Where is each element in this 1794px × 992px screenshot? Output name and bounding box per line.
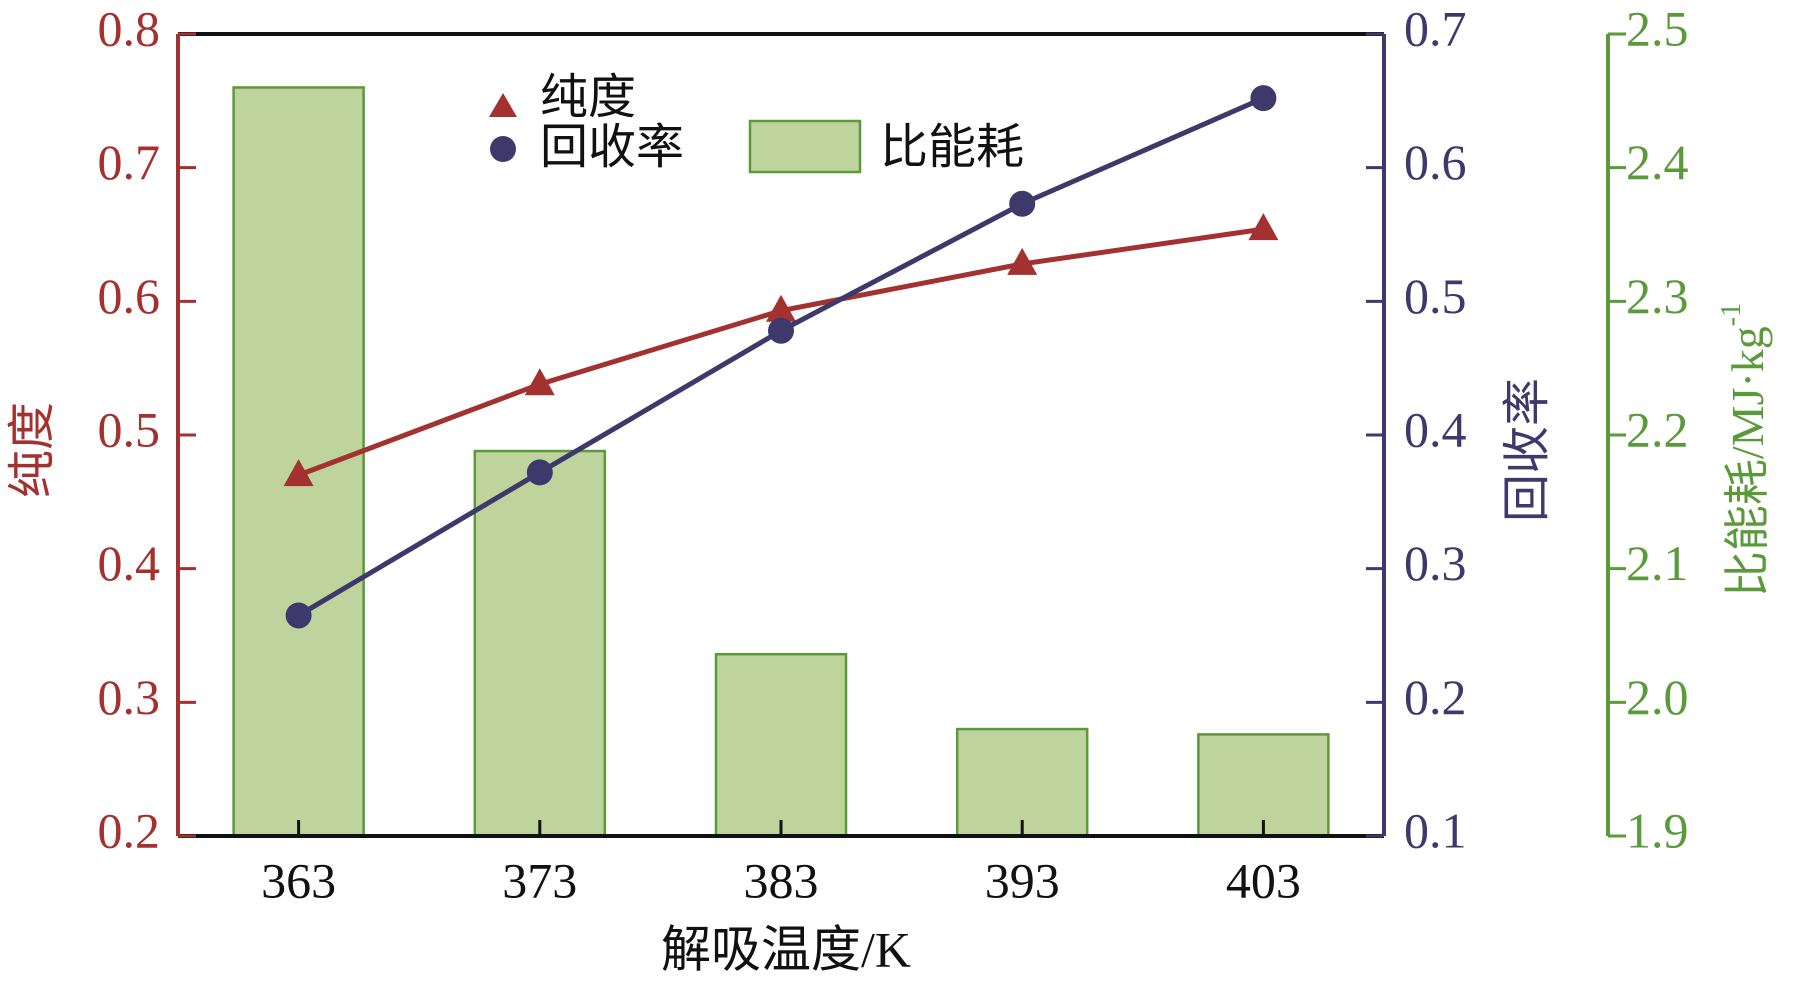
right1-tick-label-0.3: 0.3 — [1404, 535, 1467, 591]
left-tick-label-0.5: 0.5 — [98, 401, 161, 457]
right1-tick-label-0.4: 0.4 — [1404, 401, 1467, 457]
left-tick-label-0.7: 0.7 — [98, 134, 161, 190]
left-tick-label-0.4: 0.4 — [98, 535, 161, 591]
recovery-point-363 — [285, 602, 312, 629]
left-axis-title: 纯度 — [6, 402, 59, 498]
right2-tick-label-2.5: 2.5 — [1626, 0, 1689, 56]
x-axis-title: 解吸温度/K — [661, 921, 911, 977]
recovery-point-373 — [526, 459, 553, 486]
legend: 纯度 回收率 比能耗 — [489, 71, 1024, 174]
recovery-point-403 — [1250, 85, 1277, 112]
legend-recovery-label: 回收率 — [540, 121, 684, 174]
purity-point-363 — [283, 459, 314, 487]
recovery-point-393 — [1009, 190, 1036, 217]
legend-energy-label: 比能耗 — [880, 121, 1024, 174]
x-tick-label-403: 403 — [1226, 852, 1301, 908]
right2-tick-label-2.4: 2.4 — [1626, 134, 1689, 190]
axes-layer: 363 373 383 393 403 0.2 0.3 0.4 0.5 0.6 0.7 0.8 0.1 0… — [98, 0, 1689, 908]
left-tick-label-0.8: 0.8 — [98, 0, 161, 56]
right2-tick-label-2.1: 2.1 — [1626, 535, 1689, 591]
x-tick-label-383: 383 — [744, 852, 819, 908]
x-tick-label-373: 373 — [502, 852, 577, 908]
bars-layer — [232, 86, 1330, 838]
energy-bar-403 — [1197, 733, 1330, 838]
recovery-point-383 — [768, 317, 794, 344]
energy-bar-393 — [955, 727, 1089, 838]
right1-tick-label-0.6: 0.6 — [1404, 134, 1467, 190]
right1-axis-title: 回收率 — [1501, 378, 1554, 522]
purity-point-383 — [766, 294, 796, 322]
right2-axis-title-sup: -1 — [1716, 303, 1747, 326]
right2-tick-label-2.2: 2.2 — [1626, 401, 1689, 457]
purity-point-373 — [524, 368, 555, 396]
right1-tick-label-0.7: 0.7 — [1404, 0, 1467, 56]
right1-tick-label-0.5: 0.5 — [1404, 268, 1467, 324]
right2-tick-label-2.0: 2.0 — [1626, 669, 1689, 725]
purity-point-403 — [1248, 213, 1279, 241]
right2-axis-title: 比能耗/MJ·kg-1 — [1716, 303, 1772, 597]
right2-tick-label-1.9: 1.9 — [1626, 802, 1689, 858]
x-tick-label-363: 363 — [261, 852, 336, 908]
legend-recovery-marker — [490, 136, 516, 162]
left-tick-label-0.6: 0.6 — [98, 268, 161, 324]
left-tick-label-0.3: 0.3 — [98, 669, 161, 725]
lines-layer — [283, 85, 1279, 629]
purity-line — [297, 226, 1264, 478]
x-tick-label-393: 393 — [985, 852, 1060, 908]
legend-purity-marker — [489, 93, 517, 117]
right2-axis-title-main: 比能耗/MJ·kg — [1722, 326, 1773, 597]
legend-energy-swatch — [748, 119, 862, 174]
recovery-line — [297, 95, 1265, 618]
right2-tick-label-2.3: 2.3 — [1626, 268, 1689, 324]
energy-bar-383 — [714, 652, 848, 838]
energy-bar-373 — [473, 449, 607, 838]
purity-point-393 — [1007, 247, 1038, 275]
left-tick-label-0.2: 0.2 — [98, 802, 161, 858]
right1-tick-label-0.2: 0.2 — [1404, 669, 1467, 725]
legend-purity-label: 纯度 — [540, 71, 636, 124]
right1-tick-label-0.1: 0.1 — [1404, 802, 1467, 858]
